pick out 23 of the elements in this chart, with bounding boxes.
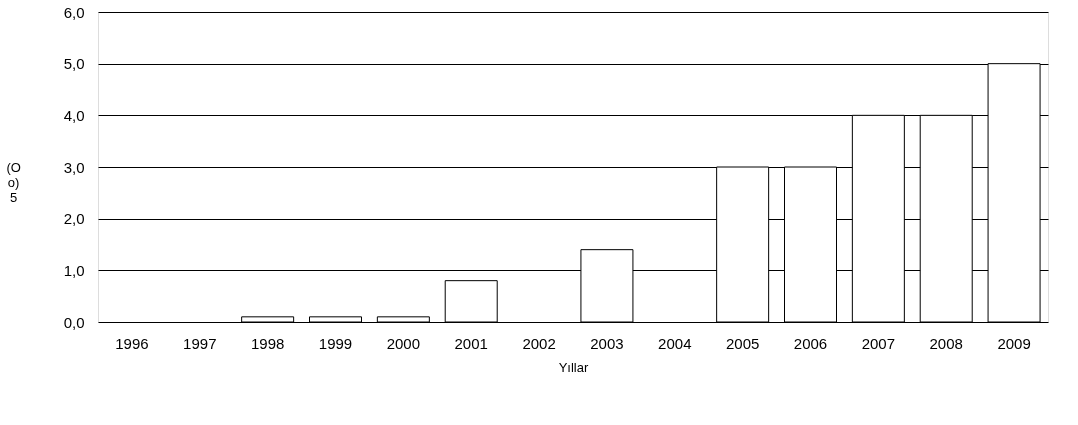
x-tick-label: 2003 (590, 334, 624, 352)
x-tick-label: 2007 (861, 334, 896, 352)
x-tick-label: 2006 (793, 334, 828, 352)
x-tick-label: 2009 (997, 334, 1031, 352)
y-axis-title: (O o) 5 (6, 159, 21, 205)
x-tick-label: 2004 (658, 334, 692, 352)
x-tick-label: 1997 (183, 334, 217, 352)
y-tick-label: 4,0 (63, 106, 85, 124)
x-axis-title: Yıllar (558, 359, 589, 375)
y-tick-label: 3,0 (63, 158, 85, 176)
y-tick-label: 6,0 (63, 3, 85, 21)
x-tick-label: 2005 (725, 334, 760, 352)
y-tick-label: 5,0 (63, 55, 85, 73)
x-tick-label: 1996 (115, 334, 149, 352)
y-tick-label: 0,0 (63, 313, 85, 331)
x-tick-label: 2000 (386, 334, 421, 352)
x-tick-label: 2001 (454, 334, 488, 352)
x-tick-label: 2002 (522, 334, 556, 352)
y-tick-label: 1,0 (63, 261, 85, 279)
x-tick-label: 2008 (929, 334, 963, 352)
x-tick-label: 1999 (318, 334, 353, 352)
x-tick-label: 1998 (250, 334, 285, 352)
y-tick-label: 2,0 (63, 210, 85, 228)
